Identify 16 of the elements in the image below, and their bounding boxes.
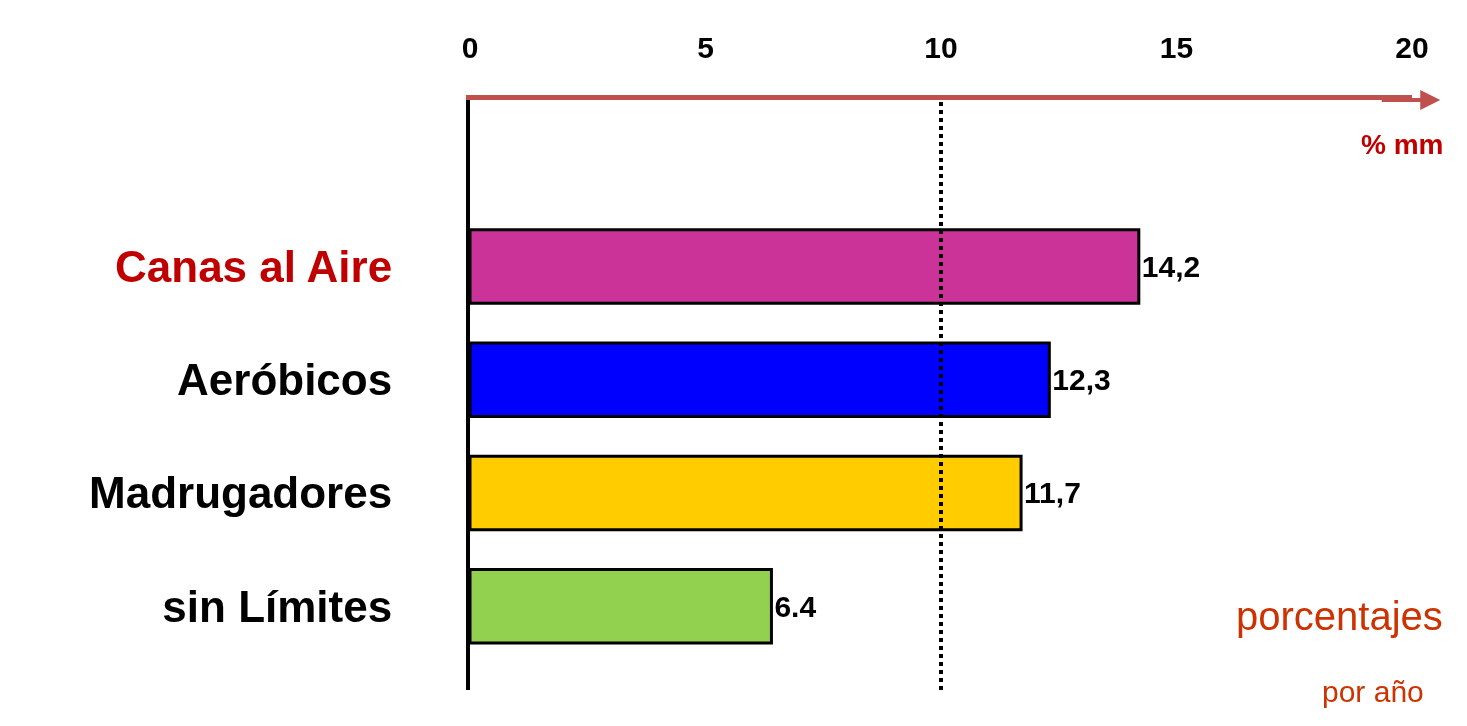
text: por año xyxy=(1322,675,1424,708)
x-tick-label: 10 xyxy=(924,31,958,64)
x-tick-label: 20 xyxy=(1395,31,1429,64)
y-tick-label: sin Límites xyxy=(162,581,393,631)
data-label: 14,2 xyxy=(1141,249,1201,283)
data-label: 12,3 xyxy=(1052,363,1111,397)
y-tick-label: Aeróbicos xyxy=(177,355,393,405)
y-tick-label: Canas al Aire xyxy=(115,241,393,291)
x-axis-title: % mm xyxy=(1361,129,1444,160)
y-tick-label: Madrugadores xyxy=(89,468,393,518)
x-tick-label: 5 xyxy=(697,31,714,64)
data-label: 6.4 xyxy=(774,589,817,623)
annotation: porcentajes xyxy=(1236,594,1443,638)
x-tick-label: 15 xyxy=(1159,31,1194,64)
x-tick-label: 0 xyxy=(461,31,479,64)
data-label: 11,7 xyxy=(1024,476,1081,510)
